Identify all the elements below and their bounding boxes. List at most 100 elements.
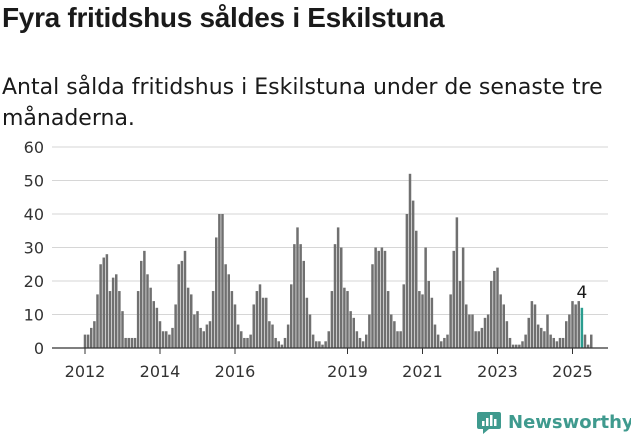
bar bbox=[249, 334, 252, 348]
bar bbox=[215, 237, 218, 348]
bar bbox=[111, 277, 115, 348]
bar bbox=[333, 244, 337, 348]
bar bbox=[508, 337, 512, 348]
bar bbox=[343, 287, 346, 348]
bar bbox=[502, 304, 505, 348]
bar bbox=[433, 324, 437, 348]
x-tick-label: 2021 bbox=[402, 362, 443, 381]
bar bbox=[543, 331, 546, 348]
bar bbox=[274, 337, 277, 348]
bar bbox=[468, 314, 471, 348]
bar bbox=[377, 250, 380, 348]
bar bbox=[258, 284, 262, 348]
bar bbox=[490, 281, 493, 348]
bar bbox=[415, 230, 418, 348]
bar bbox=[577, 301, 580, 348]
bar bbox=[318, 341, 321, 348]
bar bbox=[443, 337, 446, 348]
bar bbox=[561, 337, 565, 348]
bar bbox=[568, 314, 571, 348]
bar bbox=[386, 291, 390, 348]
bar bbox=[380, 247, 384, 348]
bar bbox=[361, 341, 365, 348]
bar bbox=[96, 294, 99, 348]
bar bbox=[449, 294, 452, 348]
bar bbox=[302, 260, 305, 348]
x-tick-label: 2014 bbox=[140, 362, 181, 381]
bar bbox=[133, 337, 137, 348]
bar bbox=[286, 324, 290, 348]
bar bbox=[349, 311, 352, 348]
x-tick-label: 2012 bbox=[65, 362, 106, 381]
bar bbox=[446, 334, 449, 348]
bar bbox=[168, 334, 171, 348]
bar bbox=[546, 314, 549, 348]
bar bbox=[308, 314, 312, 348]
bar bbox=[261, 297, 265, 348]
bar bbox=[277, 341, 280, 348]
bar bbox=[221, 214, 224, 348]
bar bbox=[540, 327, 543, 348]
chart-title: Fyra fritidshus såldes i Eskilstuna bbox=[2, 2, 445, 33]
bar bbox=[374, 247, 377, 348]
bar bbox=[90, 327, 93, 348]
bar bbox=[161, 331, 165, 348]
bar bbox=[321, 344, 324, 348]
bar bbox=[399, 331, 402, 348]
bar bbox=[146, 274, 149, 348]
bar bbox=[293, 244, 296, 348]
bar bbox=[383, 250, 387, 348]
chart-subtitle: Antal sålda fritidshus i Eskilstuna unde… bbox=[2, 75, 603, 131]
bar bbox=[571, 301, 574, 348]
bar bbox=[355, 331, 359, 348]
bar bbox=[452, 250, 455, 348]
bar bbox=[105, 254, 109, 348]
bar bbox=[549, 334, 552, 348]
bar bbox=[424, 247, 427, 348]
bar bbox=[565, 321, 568, 348]
bar bbox=[246, 337, 249, 348]
bar bbox=[180, 260, 184, 348]
bar bbox=[108, 291, 112, 348]
bar bbox=[336, 227, 340, 348]
bar bbox=[236, 324, 240, 348]
bar bbox=[183, 250, 187, 348]
x-axis: 2012 2014 2016 2019 2021 2023 2025 bbox=[52, 347, 608, 381]
bar bbox=[227, 274, 230, 348]
bar bbox=[196, 311, 199, 348]
bar bbox=[408, 173, 412, 348]
bar bbox=[280, 344, 284, 348]
brand-name: Newsworthy bbox=[508, 411, 631, 433]
bar bbox=[405, 214, 409, 348]
bar bbox=[483, 317, 487, 348]
bar bbox=[427, 281, 430, 348]
bar bbox=[327, 331, 330, 348]
bar bbox=[533, 304, 537, 348]
bar bbox=[440, 341, 443, 348]
bar bbox=[436, 334, 440, 348]
bar bbox=[86, 334, 90, 348]
bar bbox=[121, 311, 124, 348]
bar bbox=[93, 321, 96, 348]
bar bbox=[193, 314, 196, 348]
bar bbox=[118, 291, 121, 348]
bar bbox=[136, 291, 140, 348]
bar bbox=[165, 331, 168, 348]
bar bbox=[499, 294, 502, 348]
bar bbox=[511, 344, 515, 348]
bar bbox=[202, 331, 205, 348]
bar bbox=[268, 321, 271, 348]
bar bbox=[230, 291, 234, 348]
bar bbox=[149, 287, 152, 348]
bar bbox=[574, 304, 577, 348]
bar bbox=[455, 217, 459, 348]
bar bbox=[152, 301, 155, 348]
bar bbox=[421, 294, 424, 348]
bar bbox=[255, 291, 259, 348]
bar-series bbox=[83, 173, 593, 348]
bar bbox=[155, 307, 159, 348]
bar bbox=[493, 270, 496, 348]
bar bbox=[324, 341, 327, 348]
y-tick-label: 50 bbox=[24, 172, 44, 191]
